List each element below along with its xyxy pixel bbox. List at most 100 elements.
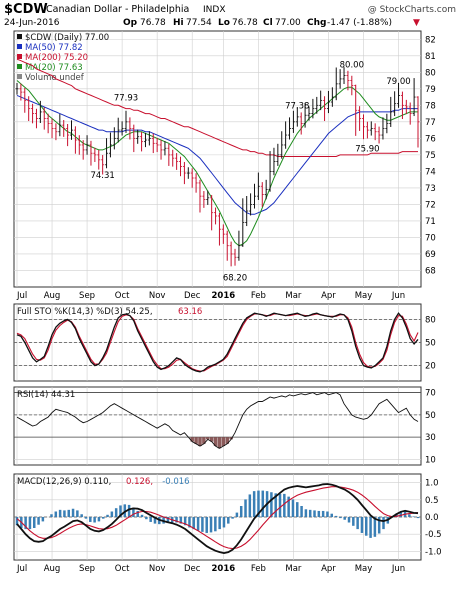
macd-xlabel-10: May	[355, 564, 373, 574]
macd-ytick-3: 0.5	[425, 496, 439, 506]
price-ytick-6: 74	[425, 167, 436, 177]
price-xlabel-9: Apr	[321, 291, 336, 301]
legend-swatch-3	[17, 64, 22, 69]
macd-line	[16, 483, 419, 555]
quote-chg-label: Chg	[307, 18, 326, 28]
macd-xlabel-6: 2016	[212, 564, 236, 574]
price-frame	[13, 30, 422, 288]
legend-entry-0: $CDW (Daily) 77.00	[25, 33, 109, 43]
ma20-line	[16, 80, 418, 247]
quote-op-value: 76.78	[140, 18, 166, 28]
price-annotation-5: 79.00	[386, 77, 410, 87]
macd-ytick-1: -0.5	[425, 530, 442, 540]
macd-xlabel-2: Sep	[79, 564, 95, 574]
legend-entry-1: MA(50) 77.82	[25, 43, 83, 53]
price-xlabel-2: Sep	[79, 291, 95, 301]
chg-down-arrow-icon: ▼	[413, 18, 420, 28]
price-ytick-12: 80	[425, 68, 436, 78]
macd-ytick-4: 1.0	[425, 479, 439, 489]
ma50-line	[16, 94, 418, 215]
stoch-k-line	[16, 312, 419, 373]
price-panel: 68 69 70 71 72 73 74 75 76 77 78 79 80 81 82 $CDW (Dail…	[13, 30, 436, 301]
macd-xlabel-1: Aug	[44, 564, 61, 574]
price-annotation-2: 68.20	[223, 273, 247, 283]
macd-panel: -1.0 -0.5 0.0 0.5 1.0 MACD(12,26,9) 0.110, 0.1…	[13, 473, 442, 574]
stochastic-legend-0: Full STO %K(14,3) %D(3) 54.25,	[17, 307, 153, 317]
chart-date: 24-Jun-2016	[4, 18, 60, 28]
legend-swatch-1	[17, 44, 22, 49]
rsi-line	[16, 392, 419, 449]
price-ytick-1: 69	[425, 250, 436, 260]
rsi-ytick-1: 30	[425, 433, 436, 443]
quote-chg-value: -1.47 (-1.88%)	[327, 18, 392, 28]
price-ytick-11: 79	[425, 85, 436, 95]
macd-xlabel-0: Jul	[16, 564, 27, 574]
rsi-ytick-3: 70	[425, 389, 436, 399]
quote-hi-value: 77.54	[186, 18, 212, 28]
price-ytick-5: 73	[425, 184, 436, 194]
quote-lo-value: 76.78	[232, 18, 258, 28]
chart-header: $CDW Canadian Dollar - Philadelphia INDX…	[4, 2, 456, 28]
chart-panels: 68 69 70 71 72 73 74 75 76 77 78 79 80 81 82 $CDW (Dail…	[13, 30, 442, 574]
price-xlabel-1: Aug	[44, 291, 61, 301]
price-xlabel-11: Jun	[391, 291, 405, 301]
price-ytick-8: 76	[425, 134, 436, 144]
price-xlabel-10: May	[355, 291, 373, 301]
stochastic-legend-1: 63.16	[178, 307, 202, 317]
macd-xlabel-7: Feb	[251, 564, 266, 574]
price-ytick-2: 70	[425, 233, 436, 243]
legend-entry-3: MA(20) 77.63	[25, 63, 83, 73]
legend-swatch-2	[17, 54, 22, 59]
price-xlabel-0: Jul	[16, 291, 27, 301]
quote-lo-label: Lo	[218, 18, 230, 28]
chart-security-name: Canadian Dollar - Philadelphia	[46, 4, 189, 15]
price-xlabel-7: Feb	[251, 291, 266, 301]
macd-xlabel-9: Apr	[321, 564, 336, 574]
price-xlabel-6: 2016	[212, 291, 236, 301]
macd-xlabel-11: Jun	[391, 564, 405, 574]
price-xlabel-3: Oct	[115, 291, 130, 301]
price-ytick-10: 78	[425, 101, 436, 111]
rsi-ytick-0: 10	[425, 455, 436, 465]
macd-legend-1: 0.126,	[126, 477, 153, 487]
price-annotation-4: 80.00	[340, 60, 364, 70]
price-ytick-7: 75	[425, 151, 436, 161]
price-annotation-3: 77.38	[285, 102, 309, 112]
quote-hi-label: Hi	[173, 18, 184, 28]
macd-xlabel-4: Nov	[149, 564, 166, 574]
legend-swatch-0	[17, 34, 22, 39]
watermark: @ StockCharts.com	[368, 5, 456, 15]
price-ytick-9: 77	[425, 118, 436, 128]
macd-legend-0: MACD(12,26,9) 0.110,	[17, 477, 111, 487]
ma200-line	[16, 58, 418, 157]
price-ytick-0: 68	[425, 266, 436, 276]
price-annotation-1: 74.31	[90, 171, 114, 181]
stochastic-ytick-2: 80	[425, 315, 436, 325]
price-xlabel-8: Mar	[285, 291, 302, 301]
price-ytick-14: 82	[425, 35, 436, 45]
quote-op-label: Op	[123, 18, 138, 28]
rsi-ytick-2: 50	[425, 411, 436, 421]
price-ytick-4: 72	[425, 200, 436, 210]
stochastic-ytick-1: 50	[425, 339, 436, 349]
macd-legend-2: -0.016	[162, 477, 189, 487]
macd-xlabel-3: Oct	[115, 564, 130, 574]
rsi-legend-0: RSI(14) 44.31	[17, 390, 75, 400]
price-xlabel-4: Nov	[149, 291, 166, 301]
stochastic-ytick-0: 20	[425, 362, 436, 372]
macd-xlabel-8: Mar	[285, 564, 302, 574]
legend-swatch-4	[17, 74, 22, 79]
price-annotation-0: 77.93	[114, 93, 138, 103]
price-annotation-6: 75.90	[355, 145, 379, 155]
price-ytick-3: 71	[425, 217, 436, 227]
macd-ytick-2: 0.0	[425, 513, 439, 523]
price-xlabel-5: Dec	[184, 291, 201, 301]
stochastic-panel: 20 50 80 Full STO %K(14,3) %D(3) 54.25, 63.1…	[13, 303, 436, 382]
macd-xlabel-5: Dec	[184, 564, 201, 574]
quote-cl-value: 77.00	[275, 18, 301, 28]
price-ytick-13: 81	[425, 52, 436, 62]
quote-cl-label: Cl	[263, 18, 273, 28]
rsi-frame	[13, 386, 422, 466]
legend-entry-2: MA(200) 75.20	[25, 53, 88, 63]
